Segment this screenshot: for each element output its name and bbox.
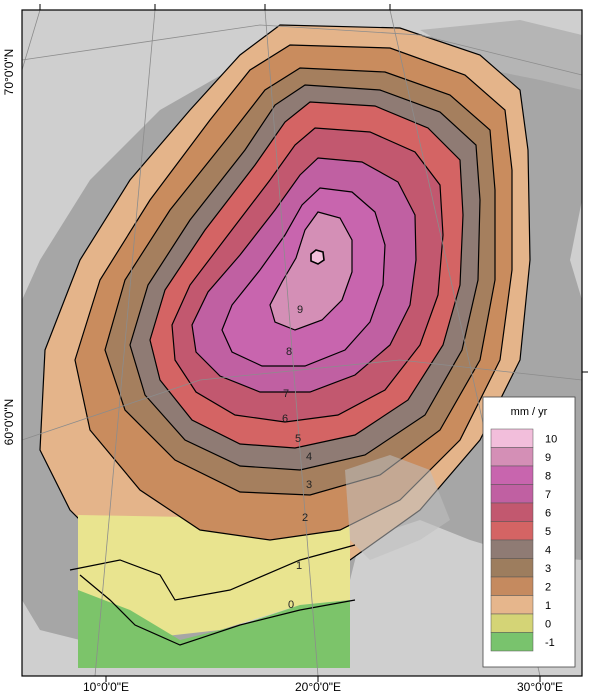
legend-swatch bbox=[490, 558, 534, 578]
lon-label-20: 20°0'0"E bbox=[295, 680, 341, 694]
lat-label-70: 70°0'0"N bbox=[2, 49, 16, 96]
contour-label-2: 2 bbox=[302, 512, 308, 524]
contour-label-5: 5 bbox=[295, 433, 301, 445]
zone-10 bbox=[310, 249, 325, 265]
zone-0 bbox=[78, 515, 350, 640]
baltic-sea bbox=[345, 455, 450, 560]
legend-swatch bbox=[490, 595, 534, 615]
lat-label-60: 60°0'0"N bbox=[2, 399, 16, 446]
map-frame bbox=[21, 9, 583, 677]
contour-label-0: 0 bbox=[288, 599, 294, 611]
contour-label-8: 8 bbox=[286, 346, 292, 358]
zone-minus-1 bbox=[78, 590, 350, 668]
legend-swatch bbox=[490, 465, 534, 485]
legend-label: 6 bbox=[545, 507, 551, 519]
legend-label: 4 bbox=[545, 544, 551, 556]
legend-label: 10 bbox=[545, 433, 557, 445]
legend-swatch bbox=[490, 576, 534, 596]
contour-label-7: 7 bbox=[283, 388, 289, 400]
lon-label-10: 10°0'0"E bbox=[83, 680, 129, 694]
legend-swatch bbox=[490, 521, 534, 541]
contour-label-3: 3 bbox=[306, 479, 312, 491]
legend-label: 7 bbox=[545, 489, 551, 501]
legend-label: 2 bbox=[545, 581, 551, 593]
bottom-ticks bbox=[105, 676, 541, 682]
contour-0-line bbox=[79, 574, 356, 646]
legend-swatch bbox=[490, 428, 534, 448]
legend-label: 5 bbox=[545, 526, 551, 538]
top-ticks bbox=[39, 4, 588, 373]
zone-9 bbox=[269, 211, 353, 331]
legend-swatch bbox=[490, 447, 534, 467]
contour-label-4: 4 bbox=[306, 451, 312, 463]
lon-label-30: 30°0'0"E bbox=[517, 680, 563, 694]
contour-label-1: 1 bbox=[296, 560, 302, 572]
legend-label: 1 bbox=[545, 600, 551, 612]
legend-swatch bbox=[490, 502, 534, 522]
legend-swatch bbox=[490, 632, 534, 652]
contour-1-line bbox=[69, 544, 356, 601]
legend-label: 9 bbox=[545, 452, 551, 464]
legend-label: 3 bbox=[545, 563, 551, 575]
legend-swatch bbox=[490, 539, 534, 559]
legend-label: -1 bbox=[545, 637, 555, 649]
legend-swatch bbox=[490, 484, 534, 504]
legend-label: 0 bbox=[545, 618, 551, 630]
legend-title: mm / yr bbox=[511, 406, 548, 418]
contour-label-6: 6 bbox=[282, 413, 288, 425]
contour-label-9: 9 bbox=[297, 304, 303, 316]
legend-swatch bbox=[490, 613, 534, 633]
legend-label: 8 bbox=[545, 470, 551, 482]
